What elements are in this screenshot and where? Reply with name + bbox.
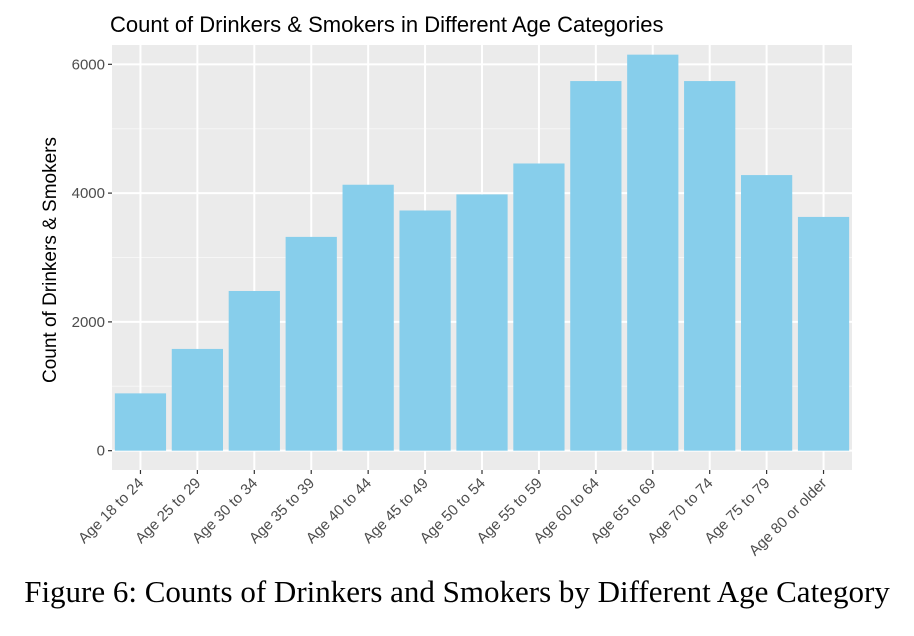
bar bbox=[399, 210, 451, 451]
bar bbox=[285, 236, 337, 451]
y-axis: 0 2000 4000 6000 bbox=[72, 56, 112, 460]
bar bbox=[171, 348, 223, 451]
bar bbox=[456, 194, 508, 451]
bar bbox=[741, 175, 793, 451]
y-tick-label: 0 bbox=[97, 443, 105, 460]
bars bbox=[114, 54, 850, 451]
y-tick-label: 4000 bbox=[72, 185, 105, 202]
bar bbox=[114, 393, 167, 451]
bar bbox=[627, 54, 679, 451]
bar bbox=[570, 81, 622, 451]
bar bbox=[684, 81, 736, 451]
chart-title: Count of Drinkers & Smokers in Different… bbox=[110, 12, 664, 37]
y-tick-label: 6000 bbox=[72, 56, 105, 73]
bar-chart: Count of Drinkers & Smokers in Different… bbox=[40, 12, 852, 559]
y-tick-label: 2000 bbox=[72, 314, 105, 331]
bar bbox=[513, 163, 565, 451]
bar bbox=[342, 184, 394, 451]
bar bbox=[797, 216, 850, 451]
figure-caption: Figure 6: Counts of Drinkers and Smokers… bbox=[24, 574, 890, 609]
y-axis-label: Count of Drinkers & Smokers bbox=[40, 137, 61, 383]
bar bbox=[228, 290, 280, 451]
